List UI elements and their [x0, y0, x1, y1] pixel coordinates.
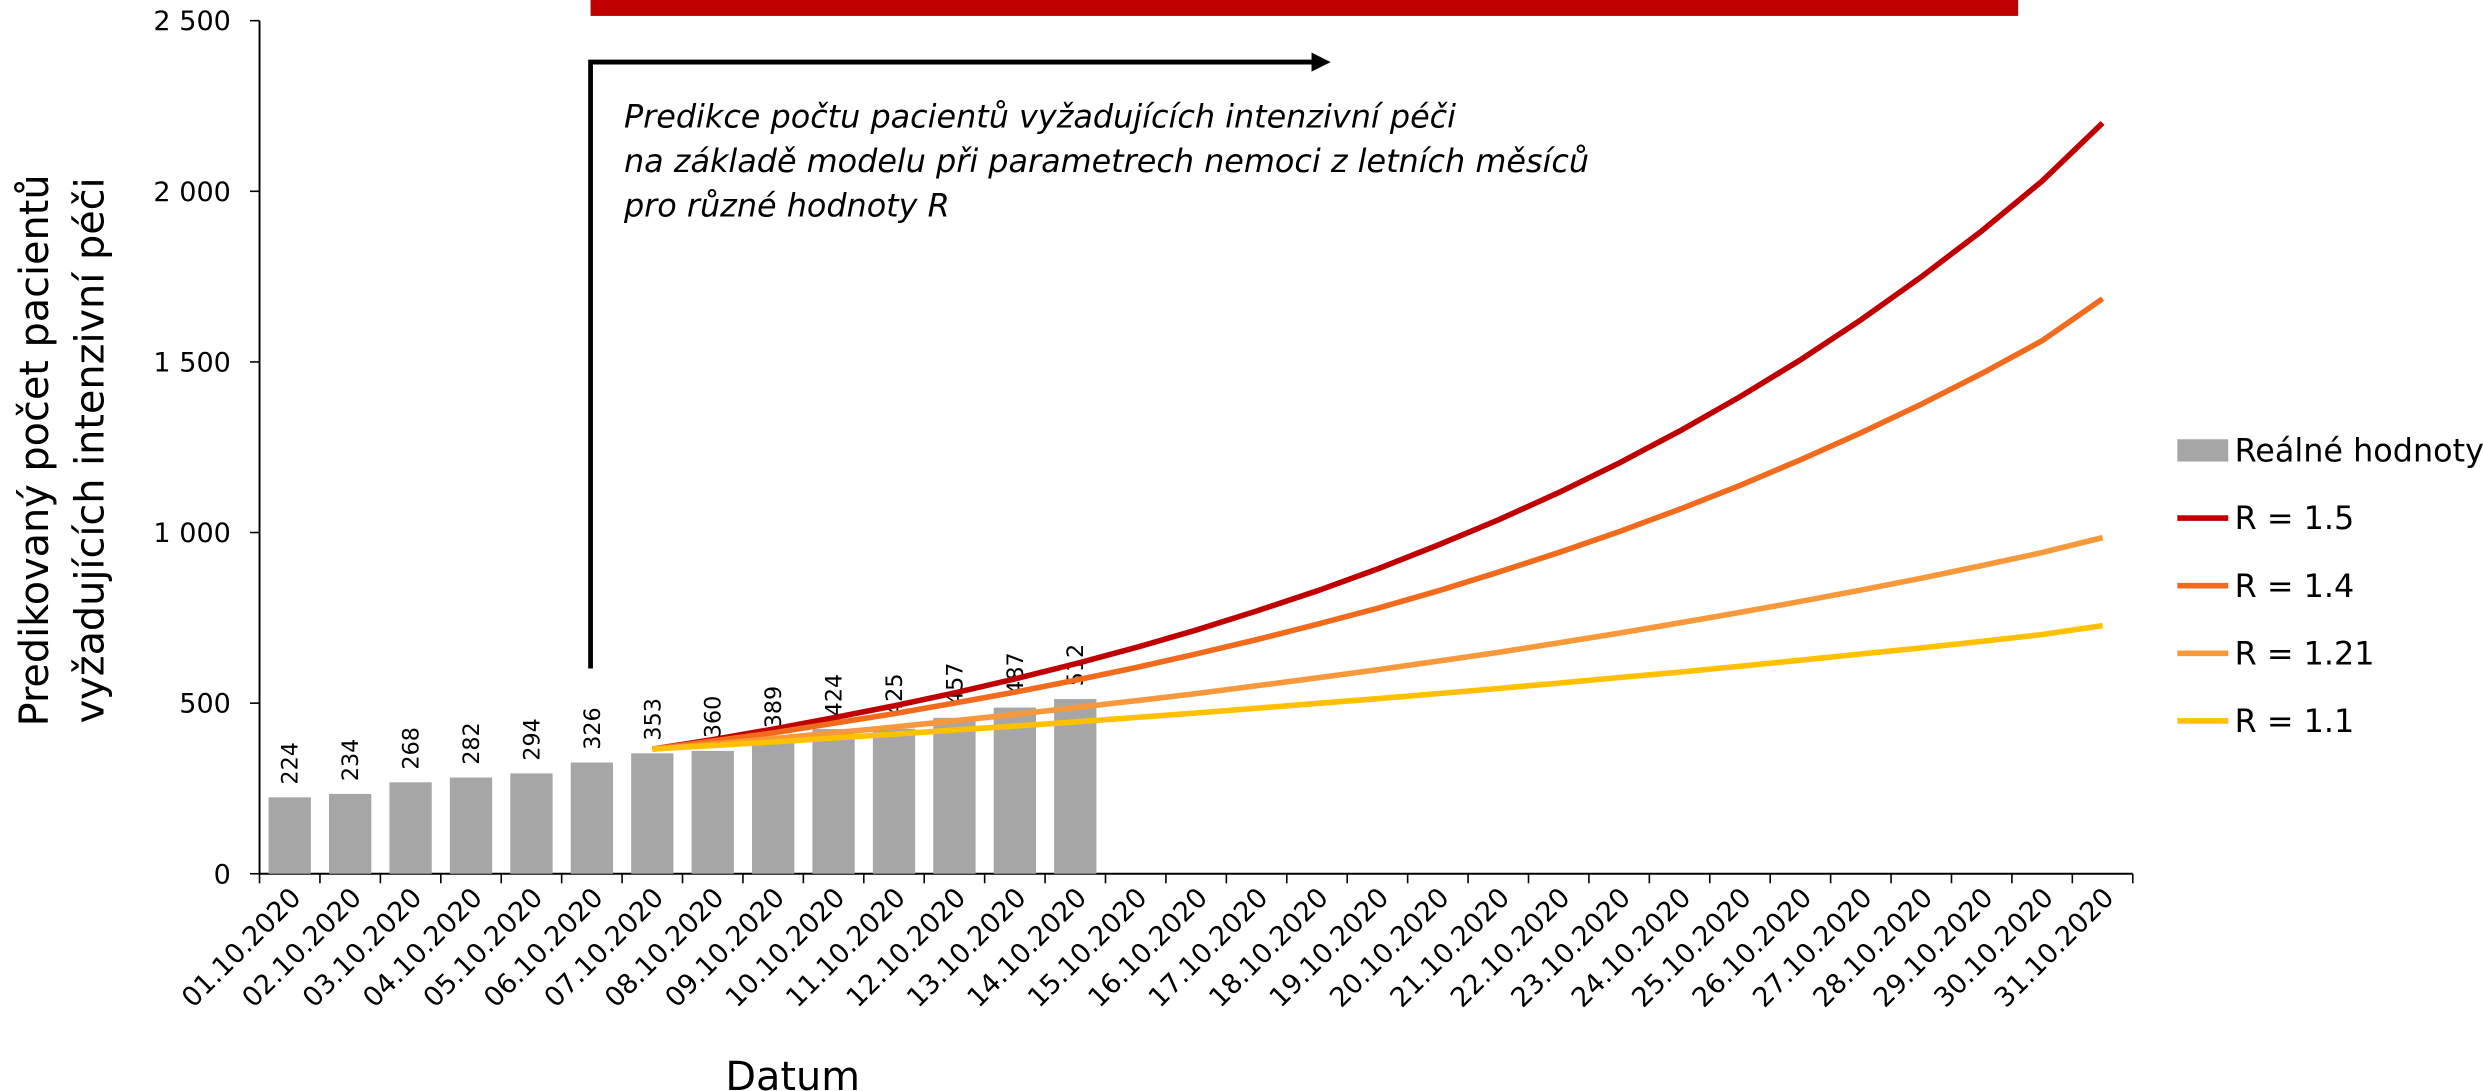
bar [812, 729, 855, 874]
y-axis-title: Predikovaný počet pacientů [12, 174, 58, 726]
bar [510, 773, 553, 874]
y-tick-label: 0 [214, 859, 231, 890]
bar [329, 793, 372, 874]
y-tick-label: 1 000 [153, 518, 230, 549]
bar [993, 707, 1037, 874]
legend-label: Reálné hodnoty [2235, 432, 2483, 470]
bar [752, 741, 795, 874]
arrow [588, 59, 1315, 669]
bar [449, 777, 493, 874]
annotation: na základě modelu při parametrech nemoci… [624, 142, 1589, 180]
legend-swatch [2177, 439, 2229, 462]
data-label: 282 [459, 722, 485, 765]
data-label: 360 [701, 696, 727, 739]
legend-label: R = 1.4 [2235, 567, 2355, 605]
bar [1054, 699, 1097, 874]
legend-label: R = 1.5 [2235, 499, 2355, 537]
line [651, 296, 2105, 752]
line [652, 534, 2104, 752]
data-label: 326 [580, 707, 606, 750]
line [651, 121, 2105, 752]
y-axis-title: vyžadujících intenzivní péči [68, 177, 114, 723]
bar [691, 750, 734, 874]
y-tick-label: 2 000 [153, 177, 230, 208]
bar [570, 762, 614, 874]
y-tick-label: 500 [179, 689, 231, 720]
bar [872, 728, 916, 874]
bar [389, 782, 432, 874]
line [652, 622, 2103, 752]
data-label: 353 [640, 698, 666, 740]
data-label: 424 [822, 674, 848, 717]
y-tick-label: 2 500 [153, 6, 230, 37]
bar [933, 717, 976, 874]
y-tick-label: 1 500 [153, 347, 230, 378]
data-label: 294 [519, 718, 545, 760]
bar [268, 797, 311, 874]
data-label: 234 [338, 739, 364, 782]
data-label: 457 [942, 663, 968, 706]
arrow-head [1311, 52, 1331, 72]
annotation: pro různé hodnoty R [623, 186, 950, 224]
data-label: 224 [278, 742, 304, 785]
x-axis-title: Datum [725, 1054, 860, 1091]
data-label: 268 [399, 727, 425, 769]
legend-label: R = 1.1 [2235, 702, 2355, 740]
bar [631, 753, 674, 874]
legend-label: R = 1.21 [2235, 634, 2375, 672]
data-label: 389 [761, 686, 787, 729]
banner [590, 0, 2019, 16]
annotation: Predikce počtu pacientů vyžadujících int… [624, 97, 1456, 135]
